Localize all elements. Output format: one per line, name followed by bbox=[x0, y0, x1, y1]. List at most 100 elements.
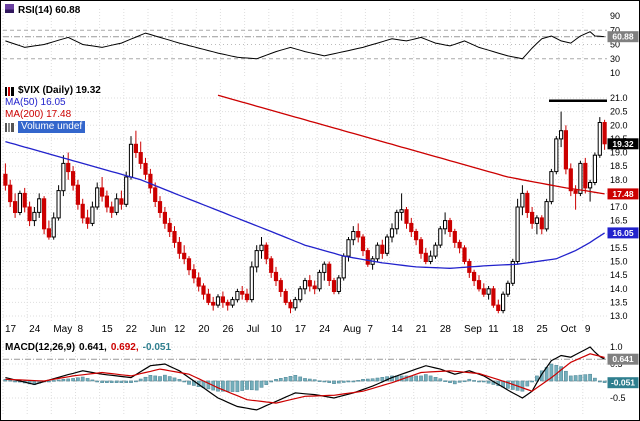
macd-signal-value: 0.692, bbox=[110, 342, 139, 353]
candle-body bbox=[505, 282, 510, 295]
candle-body bbox=[240, 291, 245, 295]
price-axis-tick: 20.0 bbox=[610, 120, 628, 130]
axis-badge-label: -0.051 bbox=[611, 378, 635, 388]
x-axis-label: 8 bbox=[77, 324, 83, 335]
macd-histogram-bar bbox=[433, 377, 438, 382]
candle-body bbox=[515, 206, 520, 262]
macd-histogram-bar bbox=[414, 375, 418, 382]
macd-histogram-bar bbox=[216, 380, 220, 392]
candle-body bbox=[153, 187, 158, 202]
candle-body bbox=[42, 198, 47, 230]
candle-body bbox=[8, 184, 13, 203]
macd-histogram-bar bbox=[303, 378, 307, 382]
candle-body bbox=[244, 293, 250, 301]
rsi-legend: RSI(14) 60.88 bbox=[5, 4, 80, 17]
macd-histogram-bar bbox=[269, 380, 274, 383]
candle-body bbox=[365, 250, 370, 265]
macd-line-value: 0.641, bbox=[79, 342, 107, 353]
price-axis-tick: 18.0 bbox=[610, 175, 628, 185]
candle-body bbox=[317, 271, 322, 290]
candle-body bbox=[327, 263, 332, 282]
candle-body bbox=[462, 247, 467, 262]
macd-histogram-bar bbox=[428, 375, 433, 382]
x-axis-label: 12 bbox=[174, 324, 186, 335]
candle-body bbox=[394, 211, 399, 230]
candle-body bbox=[312, 285, 317, 290]
macd-histogram-bar bbox=[66, 378, 71, 382]
candle-body bbox=[592, 154, 597, 183]
macd-histogram-bar bbox=[254, 380, 259, 391]
candle-body bbox=[3, 173, 8, 186]
candle-body bbox=[51, 217, 56, 238]
candle-body bbox=[322, 263, 327, 273]
candle-body bbox=[119, 198, 124, 205]
symbol-label: $VIX (Daily) 19.32 bbox=[18, 85, 101, 96]
x-axis-label: 14 bbox=[392, 324, 404, 335]
ma50-label: MA(50) 16.05 bbox=[5, 97, 66, 108]
candle-body bbox=[32, 211, 37, 222]
candle-body bbox=[172, 231, 177, 243]
candle-body bbox=[559, 130, 564, 140]
candle-body bbox=[254, 250, 259, 268]
candle-body bbox=[17, 192, 22, 213]
macd-histogram-bar bbox=[568, 375, 573, 382]
candle-body bbox=[259, 244, 264, 252]
candle-body bbox=[37, 198, 42, 213]
candle-body bbox=[46, 228, 51, 238]
candle-body bbox=[491, 288, 496, 306]
candle-body bbox=[114, 198, 119, 213]
macd-histogram-bar bbox=[230, 380, 235, 392]
volume-row: Volume undef bbox=[5, 121, 101, 133]
price-axis-tick: 13.5 bbox=[610, 297, 628, 307]
rsi-axis-tick: 90 bbox=[610, 11, 620, 21]
x-axis-label: 17 bbox=[5, 324, 17, 335]
macd-histogram-bar bbox=[361, 379, 365, 382]
macd-histogram-bar bbox=[525, 380, 530, 387]
candle-body bbox=[138, 152, 143, 164]
candle-body bbox=[75, 184, 81, 205]
macd-histogram-bar bbox=[593, 377, 597, 382]
candle-body bbox=[249, 266, 254, 301]
price-legend: $VIX (Daily) 19.32 MA(50) 16.05 MA(200) … bbox=[5, 85, 101, 133]
macd-histogram-bar bbox=[85, 378, 90, 382]
candle-body bbox=[27, 206, 32, 222]
macd-histogram-bar bbox=[573, 375, 578, 382]
macd-histogram-bar bbox=[90, 379, 95, 382]
candle-body bbox=[215, 296, 221, 306]
macd-histogram-bar bbox=[549, 363, 554, 382]
macd-histogram-bar bbox=[419, 375, 423, 382]
candle-body bbox=[201, 285, 206, 295]
axis-badge-label: 60.88 bbox=[612, 32, 634, 42]
macd-line bbox=[5, 346, 605, 411]
rsi-axis-tick: 10 bbox=[610, 68, 620, 78]
macd-histogram-bar bbox=[47, 380, 51, 383]
macd-histogram-bar bbox=[109, 380, 114, 383]
price-axis-tick: 21.0 bbox=[610, 93, 628, 103]
x-axis-label: 24 bbox=[29, 324, 41, 335]
x-axis-label: 26 bbox=[222, 324, 234, 335]
candle-body bbox=[404, 209, 409, 224]
candle-body bbox=[447, 220, 453, 233]
candle-body bbox=[235, 291, 240, 301]
macd-histogram-bar bbox=[221, 380, 225, 392]
rsi-axis-tick: 30 bbox=[610, 54, 620, 64]
macd-histogram-bar bbox=[452, 380, 457, 385]
macd-histogram-bar bbox=[225, 380, 230, 392]
rsi-axis-tick: 70 bbox=[610, 25, 620, 35]
candle-body bbox=[578, 162, 583, 194]
macd-histogram-bar bbox=[163, 374, 167, 382]
candle-body bbox=[389, 228, 395, 238]
candlestick-chart-icon bbox=[5, 86, 14, 96]
macd-histogram-bar bbox=[8, 379, 13, 382]
macd-hist-value: -0.051 bbox=[142, 342, 172, 353]
price-axis-tick: 15.5 bbox=[610, 243, 628, 253]
candle-body bbox=[375, 244, 380, 260]
candle-body bbox=[302, 280, 308, 290]
x-axis-label: 25 bbox=[537, 324, 549, 335]
macd-histogram-bar bbox=[172, 377, 177, 382]
candle-body bbox=[510, 261, 515, 284]
candle-body bbox=[100, 187, 105, 197]
macd-histogram-bar bbox=[356, 380, 361, 382]
candle-body bbox=[13, 201, 18, 214]
volume-label: Volume undef bbox=[18, 121, 86, 133]
